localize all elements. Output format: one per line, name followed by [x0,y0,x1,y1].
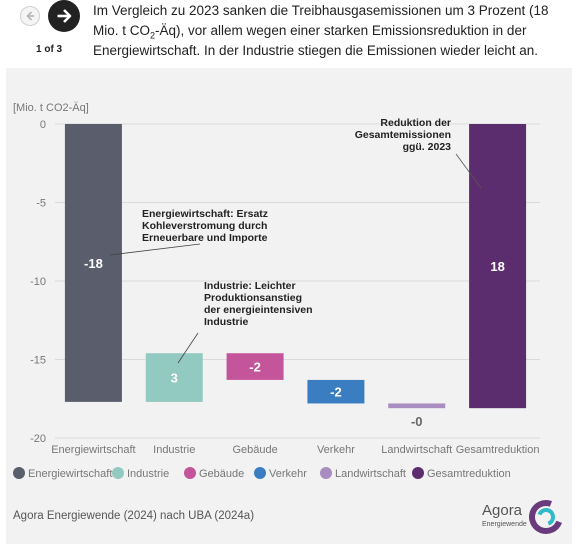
previous-button[interactable] [20,6,40,26]
bar-energiewirtschaft [64,124,122,402]
headline-subscript: 2 [150,30,156,41]
x-tick-label: Energiewirtschaft [51,444,135,456]
legend-marker-energiewirtschaft [13,467,25,479]
legend-label-energiewirtschaft: Energiewirtschaft [28,468,112,480]
data-label-verkehr: -2 [330,385,342,400]
data-label-energiewirtschaft: -18 [84,256,103,271]
data-label-industrie: 3 [171,371,178,386]
data-label-gebaude: -2 [249,360,261,375]
next-button[interactable] [48,0,80,32]
logo-subtitle: Energiewende [482,521,527,528]
annotation-leader-3 [455,153,482,189]
agora-logo: Agora Energiewende [470,494,570,540]
arrow-right-icon [57,9,72,23]
legend-marker-gesamtreduktion [412,467,424,479]
annotation-1: Energiewirtschaft: Ersatz Kohleverstromun… [142,208,268,244]
x-tick-label: Landwirtschaft [381,444,452,456]
headline-text-start: Im Vergleich zu 2023 sanken die Treibhau… [93,3,549,38]
legend-label-verkehr: Verkehr [269,468,307,480]
legend-label-landwirtschaft: Landwirtschaft [335,468,406,480]
y-tick-label: -15 [30,355,46,367]
slide-counter: 1 of 3 [36,44,63,55]
annotation-leader-1 [109,243,201,256]
arrow-left-icon [26,11,34,21]
agora-logo-icon [529,500,563,534]
data-label-landwirtschaft: -0 [411,414,423,429]
source-note: Agora Energiewende (2024) nach UBA (2024… [13,510,255,522]
logo-wordmark: Agora [482,502,523,519]
headline-text-end: -Äq), vor allem wegen einer starken Emis… [93,23,538,58]
y-tick-label: -5 [36,198,46,210]
top-bar: 1 of 3 Im Vergleich zu 2023 sanken die T… [0,0,575,66]
bar-gesamtreduktion [469,124,527,409]
x-tick-label: Gebäude [232,444,277,456]
bar-gebaude [226,353,284,380]
annotation-3: Reduktion der Gesamtemissionen ggü. 2023 [355,117,451,153]
headline: Im Vergleich zu 2023 sanken die Treibhau… [93,1,563,61]
x-tick-label: Industrie [153,444,195,456]
legend-marker-gebaude [184,467,196,479]
legend-marker-verkehr [254,467,266,479]
data-label-gesamtreduktion: 18 [490,259,504,274]
bar-verkehr [307,379,365,404]
legend-marker-landwirtschaft [320,467,332,479]
y-axis-label: [Mio. t CO2-Äq] [13,102,89,114]
annotation-2: Industrie: Leichter Produktionsanstieg der… [204,280,313,328]
legend-label-gebaude: Gebäude [199,468,244,480]
bar-landwirtschaft [388,403,446,409]
x-tick-label: Gesamtreduktion [456,444,540,456]
y-tick-label: -10 [30,276,46,288]
bar-industrie [145,353,203,402]
annotation-leader-2 [177,332,199,364]
legend-label-industrie: Industrie [127,468,169,480]
y-tick-label: -20 [30,433,46,445]
legend-label-gesamtreduktion: Gesamtreduktion [427,468,511,480]
legend-marker-industrie [112,467,124,479]
x-tick-label: Verkehr [317,444,355,456]
y-tick-label: 0 [40,119,46,131]
